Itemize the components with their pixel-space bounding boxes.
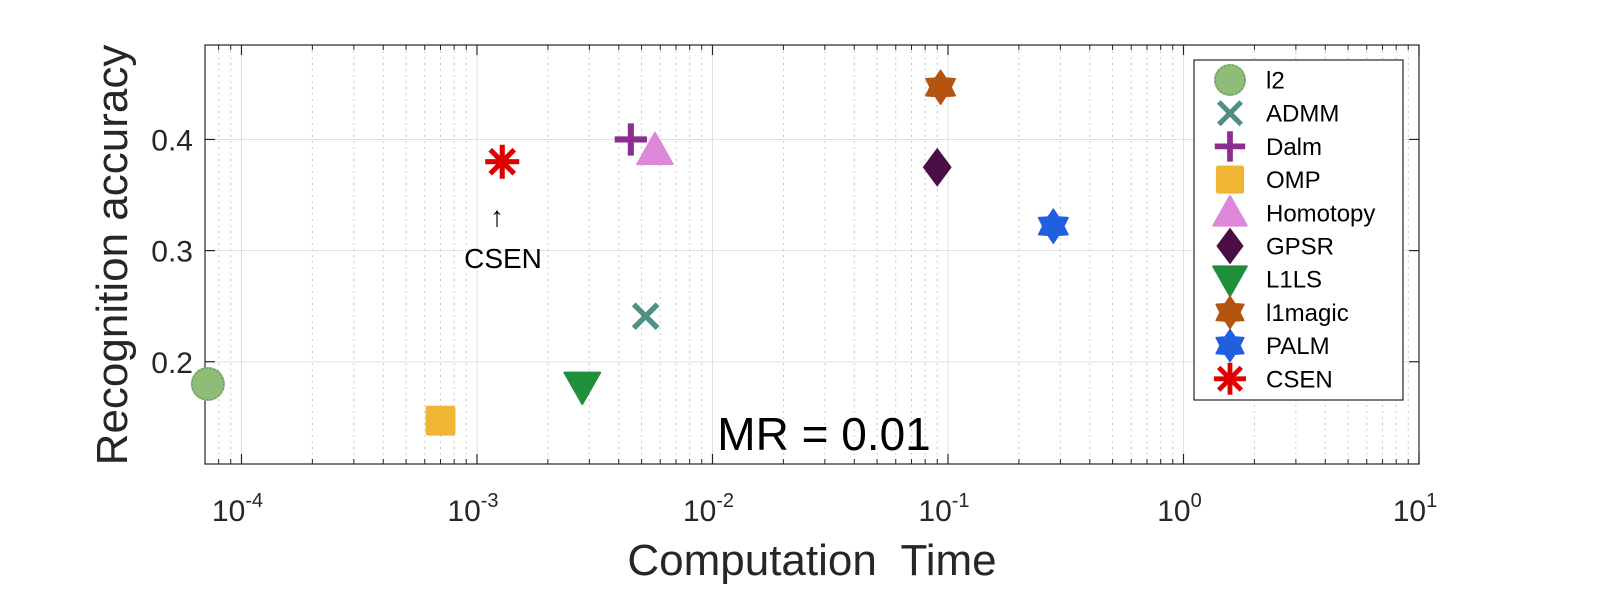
data-point-l2: [190, 366, 225, 401]
csen-callout: ↑ CSEN: [464, 201, 542, 274]
legend-label-L1LS: L1LS: [1266, 267, 1322, 294]
legend-item-Homotopy: Homotopy: [1212, 195, 1375, 227]
x-axis-label: Computation Time: [627, 536, 996, 585]
data-points: [190, 69, 1069, 436]
data-point-Dalm: [614, 123, 647, 156]
legend-label-OMP: OMP: [1266, 167, 1321, 194]
data-point-l1magic-marker: [925, 69, 957, 105]
legend-marker-l2: [1214, 64, 1246, 96]
y-tick-label: 0.4: [151, 124, 193, 157]
legend-label-ADMM: ADMM: [1266, 101, 1339, 128]
x-tick-label: 10-4: [212, 490, 263, 528]
data-point-l2-marker: [191, 367, 225, 401]
legend-marker-GPSR: [1216, 227, 1244, 265]
x-tick-label: 101: [1393, 490, 1438, 528]
data-point-l1magic: [925, 69, 957, 105]
legend-item-Dalm: Dalm: [1214, 131, 1322, 162]
legend-marker-OMP: [1215, 165, 1245, 194]
x-tick-label: 10-3: [447, 490, 498, 528]
legend-label-CSEN: CSEN: [1266, 366, 1333, 393]
legend-label-l2: l2: [1266, 68, 1285, 95]
legend-label-l1magic: l1magic: [1266, 300, 1349, 327]
legend: l2 ADMM Dalm OMP Homotopy GPSR L1LS l1magic PALM…: [1193, 59, 1404, 401]
grid: [204, 45, 1419, 464]
legend-marker-CSEN: [1214, 362, 1246, 395]
data-point-PALM: [1037, 208, 1069, 244]
legend-marker-L1LS: [1212, 265, 1248, 297]
data-point-L1LS: [563, 371, 602, 406]
data-point-ADMM: [631, 302, 660, 331]
legend-label-GPSR: GPSR: [1266, 234, 1334, 261]
data-point-GPSR: [922, 147, 952, 187]
data-point-CSEN-marker: [485, 144, 520, 179]
axis-ticks: 10-4 10-3 10-2 10-1 100 101 0.2 0.3 0.4: [151, 45, 1437, 528]
data-point-Homotopy: [636, 131, 674, 166]
data-point-l2-marker: [190, 366, 225, 401]
y-tick-label: 0.3: [151, 236, 193, 269]
legend-item-L1LS: L1LS: [1212, 265, 1322, 297]
csen-callout-label: CSEN: [464, 243, 542, 274]
data-point-L1LS-marker: [563, 371, 602, 406]
data-point-PALM-marker: [1037, 208, 1069, 244]
data-point-GPSR-marker: [922, 147, 952, 187]
legend-marker-ADMM: [1216, 100, 1244, 127]
legend-item-CSEN: CSEN: [1214, 362, 1333, 395]
data-point-Homotopy-marker: [636, 131, 674, 166]
y-axis-label: Recognition accuracy: [88, 45, 137, 466]
legend-marker-PALM: [1215, 328, 1245, 363]
legend-marker-Homotopy: [1212, 195, 1248, 227]
data-point-Dalm-marker: [614, 123, 647, 156]
x-tick-label: 10-2: [683, 490, 734, 528]
plot-frame: [204, 44, 1420, 465]
legend-item-ADMM: ADMM: [1216, 100, 1339, 128]
legend-marker-l2: [1214, 64, 1246, 96]
legend-label-Dalm: Dalm: [1266, 134, 1322, 161]
legend-marker-Dalm: [1214, 131, 1246, 162]
y-tick-label: 0.2: [151, 347, 193, 380]
legend-item-PALM: PALM: [1215, 328, 1330, 363]
data-point-OMP: [425, 405, 456, 436]
legend-item-GPSR: GPSR: [1216, 227, 1334, 265]
x-tick-label: 10-1: [918, 490, 969, 528]
legend-item-l1magic: l1magic: [1215, 295, 1349, 330]
data-point-ADMM-marker: [631, 302, 660, 331]
csen-callout-arrow: ↑: [490, 201, 504, 232]
mr-annotation: MR = 0.01: [717, 408, 931, 460]
legend-item-l2: l2: [1214, 64, 1285, 96]
legend-label-Homotopy: Homotopy: [1266, 200, 1375, 227]
legend-label-PALM: PALM: [1266, 333, 1330, 360]
data-point-CSEN: [485, 144, 520, 179]
legend-marker-l1magic: [1215, 295, 1245, 330]
data-point-OMP-marker: [425, 405, 456, 436]
legend-item-OMP: OMP: [1215, 165, 1321, 194]
x-tick-label: 100: [1157, 490, 1202, 528]
